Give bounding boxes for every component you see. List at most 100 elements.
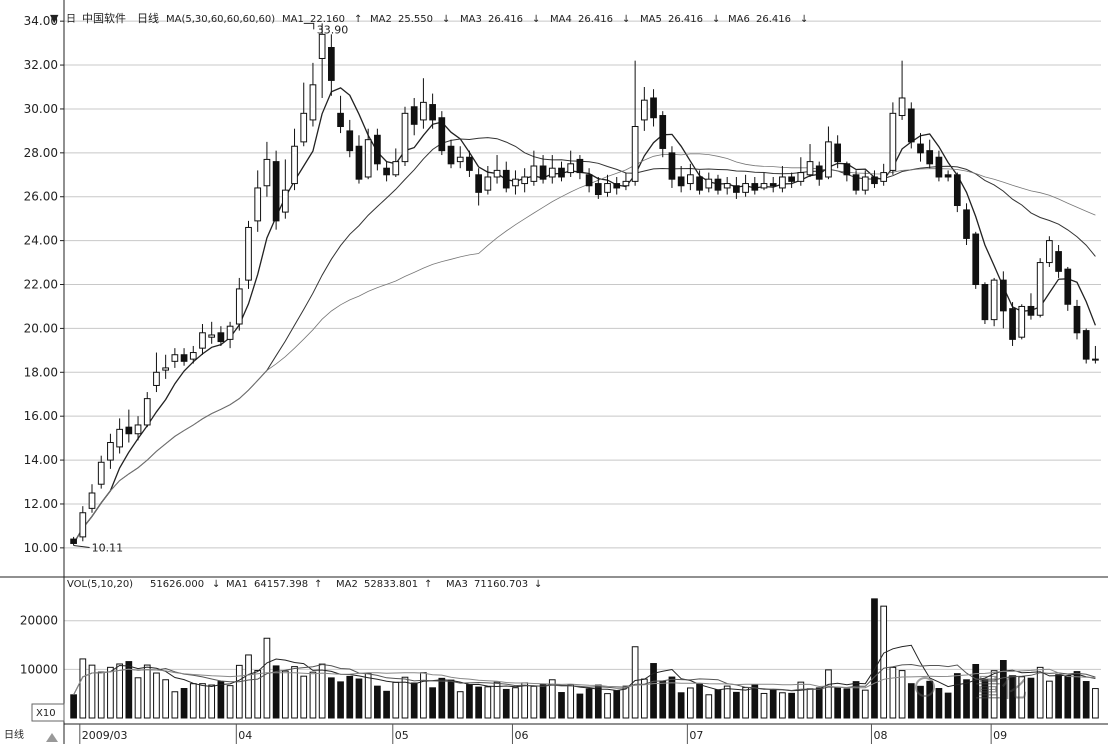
candle-up xyxy=(631,126,639,182)
candle-up xyxy=(208,334,216,338)
candle-up xyxy=(705,178,713,189)
candle-up xyxy=(493,169,501,178)
candle-up xyxy=(567,163,575,174)
candle-down xyxy=(576,158,584,174)
volume-bar-down xyxy=(217,681,225,719)
candle-up xyxy=(521,176,529,185)
candle-down xyxy=(677,176,685,187)
candle-up xyxy=(1018,305,1026,338)
volume-bar-down xyxy=(999,660,1007,719)
high-annotation: 33.90 xyxy=(317,23,349,36)
candle-up xyxy=(291,145,298,185)
volume-bar-up xyxy=(97,671,105,719)
volume-bar-up xyxy=(742,687,749,719)
price-tick-label: 20.00 xyxy=(24,321,58,335)
volume-bar-up xyxy=(226,685,234,719)
candle-layer xyxy=(70,23,1099,546)
candle-down xyxy=(852,174,860,191)
candle-down xyxy=(429,104,436,121)
candle-down xyxy=(917,143,924,154)
volume-bar-up xyxy=(705,694,713,719)
scroll-marker-icon[interactable] xyxy=(46,733,58,742)
candle-up xyxy=(880,172,888,182)
watermark-text: 量化 xyxy=(975,674,1027,704)
candle-down xyxy=(383,167,390,176)
volume-bar-down xyxy=(871,598,878,719)
candle-up xyxy=(530,165,538,182)
scale-button[interactable] xyxy=(31,703,65,722)
time-tick-label: 2009/03 xyxy=(82,729,128,742)
volume-bar-up xyxy=(309,671,317,719)
volume-bar-up xyxy=(622,685,630,719)
menu-glyph[interactable]: ▼ xyxy=(50,12,59,25)
candle-down xyxy=(1073,305,1081,334)
stock-name: 中国软件 xyxy=(82,11,126,25)
price-tick-label: 16.00 xyxy=(24,409,58,423)
candle-up xyxy=(622,180,630,187)
volume-bar-down xyxy=(594,684,602,719)
ma-value-number: 26.416 xyxy=(668,14,703,25)
volume-ma5-line xyxy=(73,644,1096,696)
volume-ma20-line xyxy=(73,668,1096,696)
volume-bar-down xyxy=(272,665,280,719)
ma-value-number: 26.416 xyxy=(756,14,791,25)
volume-bar-up xyxy=(687,687,694,719)
price-tick-label: 26.00 xyxy=(24,190,58,204)
volume-ma-arrow: ↓ xyxy=(534,579,542,590)
candle-down xyxy=(972,233,980,286)
moving-average-layer xyxy=(73,87,1097,544)
candle-down xyxy=(668,152,676,180)
candle-down xyxy=(539,165,547,180)
volume-bar-down xyxy=(1064,674,1072,719)
candle-down xyxy=(714,178,722,191)
price-tick-label: 28.00 xyxy=(24,146,58,160)
volume-bar-up xyxy=(318,663,326,719)
volume-bar-down xyxy=(972,663,980,719)
candle-down xyxy=(1082,330,1090,360)
time-tick-label: 05 xyxy=(395,729,409,742)
ma-value-arrow: ↓ xyxy=(532,14,540,25)
volume-bar-up xyxy=(281,670,289,719)
candle-up xyxy=(889,112,897,171)
price-tick-label: 18.00 xyxy=(24,365,58,379)
volume-bar-up xyxy=(88,664,96,719)
candle-down xyxy=(815,165,823,180)
volume-bar-down xyxy=(337,681,344,719)
ma-value-name: MA4 xyxy=(550,14,572,25)
volume-bar-down xyxy=(613,690,621,719)
volume-bar-up xyxy=(760,692,768,719)
volume-bar-up xyxy=(171,691,179,719)
candle-up xyxy=(861,176,869,191)
volume-bar-down xyxy=(926,680,934,719)
ma-value-number: 22.160 xyxy=(310,14,345,25)
candle-down xyxy=(558,167,565,178)
volume-bar-down xyxy=(659,680,667,719)
candle-down xyxy=(337,112,344,128)
volume-bar-down xyxy=(963,679,970,719)
candle-down xyxy=(953,174,961,207)
volume-bar-down xyxy=(180,687,188,719)
ma5-line xyxy=(73,87,1097,544)
candle-up xyxy=(107,442,114,461)
candle-down xyxy=(125,426,133,435)
price-tick-label: 22.00 xyxy=(24,278,58,292)
candle-up xyxy=(134,424,142,435)
ma-value-arrow: ↓ xyxy=(442,14,450,25)
volume-bar-down xyxy=(374,685,381,719)
candle-down xyxy=(613,183,621,189)
ma-value-number: 26.416 xyxy=(488,14,523,25)
volume-bar-down xyxy=(935,688,943,719)
candle-up xyxy=(1046,240,1053,264)
volume-bar-up xyxy=(889,666,897,719)
candle-down xyxy=(327,47,335,81)
candle-down xyxy=(981,284,989,321)
volume-bar-down xyxy=(346,675,354,719)
candle-up xyxy=(990,279,998,321)
volume-bar-down xyxy=(815,687,823,719)
volume-ma-number: 71160.703 xyxy=(474,579,528,590)
volume-bar-up xyxy=(401,676,409,719)
volume-bar-up xyxy=(208,684,216,719)
volume-bar-down xyxy=(944,692,952,719)
volume-bar-up xyxy=(779,692,786,719)
